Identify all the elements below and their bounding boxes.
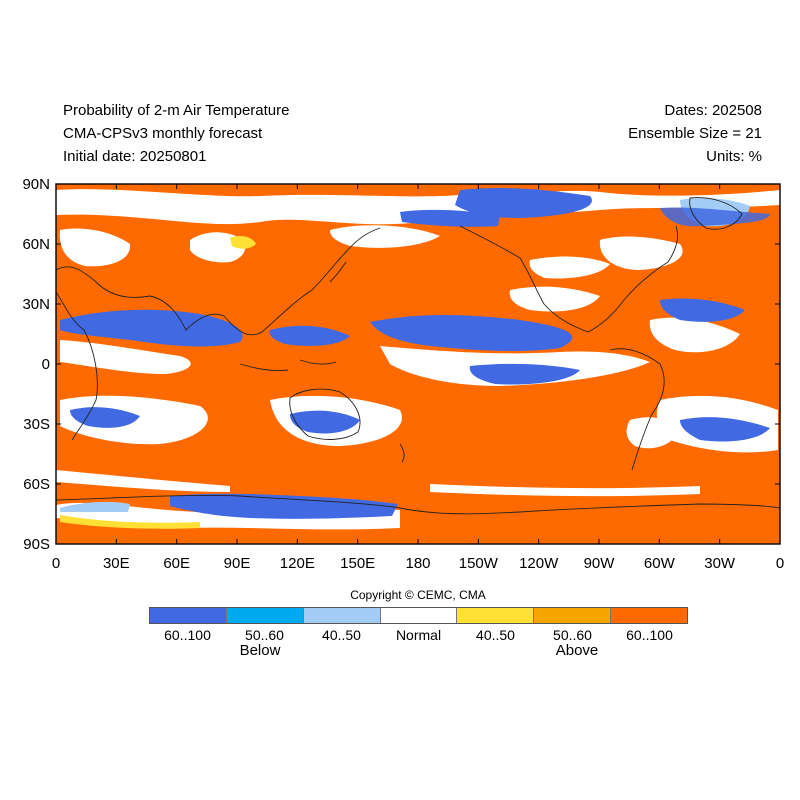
legend-label: 40..50 [476,627,515,643]
coast-north-america [459,225,679,333]
hudson-normal-region [529,256,610,279]
legend-swatch [457,608,535,623]
south-pacific-below-region [290,410,360,434]
lon-tick-label: 120W [519,555,559,572]
coast-eurasia [56,227,381,336]
lon-tick-label: 0 [776,555,784,572]
map-subtitle: CMA-CPSv3 monthly forecast [63,125,263,142]
south-america-normal-region [626,417,680,449]
coast-africa [56,291,98,441]
lon-tick-label: 150W [459,555,499,572]
atlantic-normal-region [649,317,740,353]
north-america-normal-region [59,228,131,267]
north-pacific-normal-region [330,225,440,248]
initial-date: Initial date: 20250801 [63,148,207,165]
indian-ocean-normal-region [60,340,191,374]
lon-tick-label: 120E [280,555,315,572]
lat-tick-label: 90S [23,536,50,553]
coast-indonesia [239,359,337,371]
north-atlantic-below-region [400,209,500,227]
indian-ocean-below-region [60,309,243,347]
lat-tick-label: 0 [42,356,50,373]
legend-label: 50..60 [553,627,592,643]
lon-tick-label: 60E [163,555,190,572]
west-pacific-below-region [269,325,350,346]
coastlines [56,197,780,515]
lat-tick-label: 60N [22,236,50,253]
header-left: Probability of 2-m Air Temperature CMA-C… [63,99,290,168]
lon-tick-label: 0 [52,555,60,572]
central-pacific-below-region [370,315,573,352]
lat-tick-label: 30S [23,416,50,433]
coast-japan [329,261,347,283]
legend-swatch [534,608,612,623]
legend-label: 60..100 [626,627,673,643]
legend-label: 50..60 [245,627,284,643]
arctic-normal-region [56,189,780,225]
lon-tick-label: 30W [704,555,736,572]
legend-swatch [226,608,304,623]
antarctic-yellow-strip [60,515,200,529]
legend-swatch [611,608,688,623]
coast-greenland [689,197,743,230]
legend-colorbar [149,607,688,624]
header-right: Dates: 202508 Ensemble Size = 21 Units: … [628,99,762,168]
ensemble-size: Ensemble Size = 21 [628,125,762,142]
legend-label: 60..100 [164,627,211,643]
copyright-text: Copyright © CEMC, CMA [350,588,486,602]
south-atlantic-below-region [680,417,770,442]
lon-tick-label: 60W [644,555,676,572]
legend-swatch [380,608,458,623]
coast-australia [289,388,361,440]
atlantic-below-region [660,298,745,322]
north-america-normal-region-2 [599,236,683,270]
lat-tick-label: 90N [22,176,50,193]
south-indian-below-region [70,407,140,428]
legend-swatch [303,608,381,623]
yellow-patch [230,236,256,249]
east-pacific-below-region [469,363,580,385]
greenland-below-region [660,207,770,227]
legend-above-label: Above [555,642,599,659]
lon-tick-label: 150E [340,555,375,572]
lon-tick-label: 90W [584,555,616,572]
legend-label: Normal [395,627,442,643]
east-pacific-normal-region [509,286,600,312]
antarctic-below-region [170,493,398,519]
lat-tick-label: 30N [22,296,50,313]
legend-below-label: Below [239,642,281,659]
forecast-dates: Dates: 202508 [664,102,762,119]
tick-marks [55,183,781,545]
southern-ocean-normal-strip-2 [430,484,700,497]
legend-swatch [150,608,227,623]
coast-new-zealand [399,443,405,463]
lat-tick-label: 60S [23,476,50,493]
arctic-below-region [455,188,592,218]
lon-tick-label: 90E [224,555,251,572]
units-label: Units: % [706,148,762,165]
map-title: Probability of 2-m Air Temperature [63,102,290,119]
coast-south-america [609,348,665,471]
map-field [56,184,780,544]
southern-ocean-normal-strip [56,470,230,492]
coast-antarctica [56,495,780,515]
antarctic-light-blue-region [60,501,130,512]
legend-label: 40..50 [322,627,361,643]
lon-tick-label: 30E [103,555,130,572]
lon-tick-label: 180 [405,555,430,572]
